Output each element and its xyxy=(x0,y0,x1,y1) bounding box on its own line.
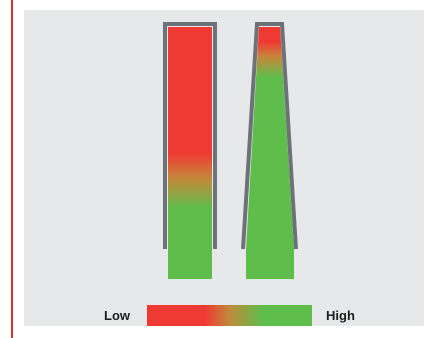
container-diagram xyxy=(163,22,298,279)
legend-low-label: Low xyxy=(104,308,130,323)
diagram-panel xyxy=(24,10,424,326)
legend-high-label: High xyxy=(326,308,355,323)
right-container-outline xyxy=(241,22,298,250)
left-border-accent xyxy=(11,0,13,338)
left-container-outline xyxy=(163,22,217,249)
right-container-fill xyxy=(246,27,294,279)
legend-gradient-bar xyxy=(147,305,312,326)
right-container xyxy=(241,22,298,279)
left-container xyxy=(163,22,217,279)
left-container-fill xyxy=(168,27,212,279)
